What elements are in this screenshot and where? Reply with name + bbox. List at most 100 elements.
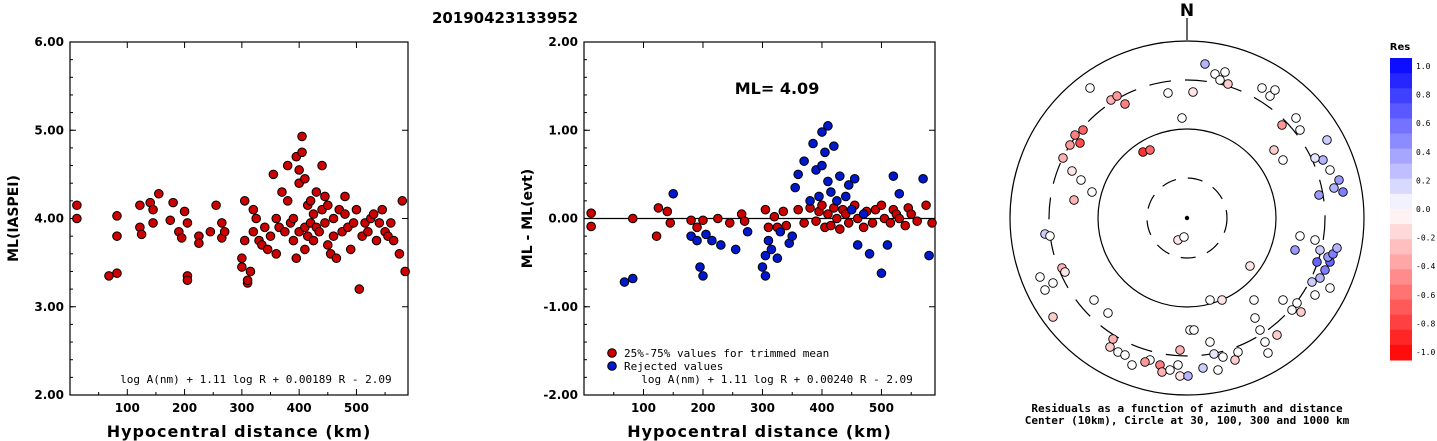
- colorbar-segment: [1390, 193, 1412, 210]
- colorbar-tick-label: 0.0: [1416, 205, 1431, 214]
- data-point: [277, 187, 287, 197]
- data-point: [205, 226, 216, 237]
- station-marker: [1322, 135, 1332, 145]
- data-point: [724, 218, 735, 228]
- data-point: [282, 160, 293, 171]
- formula-label: log A(nm) + 1.11 log R + 0.00189 R - 2.0…: [120, 373, 392, 386]
- station-marker: [1223, 79, 1233, 89]
- data-point: [769, 211, 780, 222]
- station-marker: [1067, 166, 1077, 176]
- data-point: [739, 216, 750, 226]
- x-axis-label: Hypocentral distance (km): [107, 422, 372, 441]
- station-marker: [1173, 360, 1183, 370]
- y-tick-label: 3.00: [34, 300, 64, 314]
- data-point: [912, 216, 922, 226]
- data-point: [328, 213, 339, 224]
- station-marker: [1065, 140, 1075, 150]
- data-point: [322, 200, 333, 211]
- station-marker: [1314, 190, 1324, 200]
- data-point: [651, 231, 662, 241]
- colorbar-tick-label: 0.6: [1416, 119, 1431, 128]
- y-tick-label: 1.00: [548, 123, 578, 137]
- station-marker: [1217, 295, 1227, 305]
- data-point: [237, 262, 247, 272]
- rejected-point: [846, 204, 857, 215]
- x-tick-label: 200: [690, 401, 715, 415]
- data-point: [297, 131, 307, 142]
- data-point: [271, 213, 282, 224]
- data-point: [371, 235, 382, 246]
- rejected-point: [766, 244, 777, 255]
- data-point: [291, 253, 302, 264]
- station-marker: [1332, 243, 1342, 253]
- rejected-point: [894, 188, 905, 199]
- data-point: [248, 204, 259, 215]
- data-point: [328, 231, 339, 241]
- data-point: [288, 213, 299, 224]
- station-marker: [1048, 312, 1058, 322]
- data-point: [300, 173, 310, 184]
- station-marker: [1220, 67, 1230, 77]
- data-point: [320, 218, 330, 228]
- station-marker: [1165, 365, 1175, 375]
- rejected-point: [757, 262, 768, 272]
- colorbar-tick-label: 0.4: [1416, 148, 1431, 157]
- x-tick-label: 300: [229, 401, 254, 415]
- station-marker: [1310, 153, 1320, 163]
- colorbar-segment: [1390, 224, 1412, 240]
- rejected-point: [760, 271, 771, 281]
- data-point: [363, 226, 373, 237]
- data-point: [248, 226, 259, 237]
- legend-label: 25%-75% values for trimmed mean: [624, 347, 829, 360]
- data-point: [239, 196, 250, 206]
- data-point: [763, 222, 774, 233]
- station-marker: [1070, 130, 1080, 140]
- data-point: [72, 200, 82, 211]
- x-tick-label: 500: [869, 401, 894, 415]
- data-point: [377, 204, 388, 215]
- station-marker: [1112, 91, 1122, 101]
- station-marker: [1103, 308, 1113, 318]
- station-marker: [1277, 120, 1287, 130]
- station-marker: [1215, 75, 1225, 85]
- data-point: [835, 224, 845, 234]
- rejected-point: [858, 209, 869, 219]
- colorbar-tick-label: 0.2: [1416, 176, 1431, 185]
- data-point: [894, 213, 905, 224]
- station-marker: [1076, 175, 1086, 185]
- rejected-point: [716, 240, 726, 250]
- station-marker: [1205, 337, 1215, 347]
- rejected-point: [826, 187, 836, 197]
- rejected-point: [832, 196, 842, 206]
- station-marker: [1163, 88, 1173, 98]
- station-marker: [1320, 265, 1330, 275]
- data-point: [354, 284, 365, 294]
- data-point: [368, 209, 379, 219]
- data-point: [793, 204, 803, 215]
- data-point: [280, 226, 290, 237]
- data-point: [832, 213, 842, 224]
- station-marker: [1213, 365, 1223, 375]
- center-epicenter: [1184, 215, 1190, 221]
- data-point: [586, 221, 596, 232]
- rejected-point: [814, 191, 824, 202]
- station-marker: [1233, 347, 1243, 357]
- data-point: [211, 200, 221, 211]
- colorbar-segment: [1390, 163, 1412, 180]
- colorbar-segment: [1390, 88, 1412, 104]
- data-point: [351, 204, 362, 215]
- rejected-point: [849, 173, 860, 184]
- data-point: [182, 275, 193, 286]
- data-point: [858, 222, 869, 233]
- colorbar-segment: [1390, 73, 1412, 89]
- rejected-point: [843, 180, 854, 190]
- station-marker: [1205, 295, 1215, 305]
- data-point: [320, 191, 330, 202]
- rejected-point: [876, 268, 887, 279]
- data-point: [921, 200, 931, 211]
- rejected-point: [924, 250, 934, 261]
- data-point: [251, 213, 261, 224]
- data-point: [627, 213, 638, 224]
- station-marker: [1325, 283, 1335, 293]
- circle-300km: [1048, 79, 1326, 357]
